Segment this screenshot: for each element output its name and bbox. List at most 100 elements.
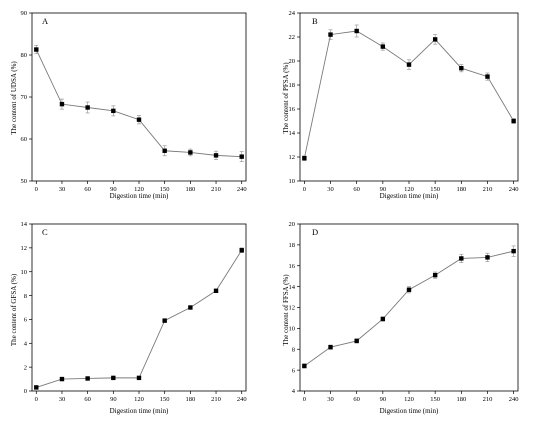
data-point	[111, 108, 116, 114]
plot-area: 50 60 70 80 90 0 30 60 90 120 150 180 210 240	[21, 10, 247, 193]
x-tick-label: 150	[430, 396, 440, 403]
data-point	[380, 44, 386, 49]
x-tick-label: 60	[84, 396, 91, 403]
series-line	[304, 250, 514, 367]
data-point	[459, 66, 464, 71]
data-point	[485, 74, 490, 79]
x-tick-label: 180	[456, 186, 466, 193]
x-tick-label: 60	[353, 186, 360, 193]
plot-frame	[299, 12, 519, 182]
x-tick-label: 240	[509, 396, 519, 403]
x-tick-label: 120	[404, 186, 414, 193]
data-point	[85, 376, 90, 381]
x-tick-label: 90	[110, 186, 117, 193]
data-point	[302, 156, 307, 161]
y-tick-label: 16	[289, 106, 296, 113]
x-tick-label: 150	[430, 186, 440, 193]
data-point	[34, 385, 39, 390]
x-tick-label: 0	[303, 396, 306, 403]
x-tick-label: 240	[509, 186, 519, 193]
y-tick-label: 12	[21, 245, 28, 252]
y-tick-label: 24	[289, 10, 296, 17]
x-tick-label: 210	[211, 396, 221, 403]
y-tick-label: 20	[289, 221, 296, 228]
x-tick-label: 90	[380, 186, 387, 193]
data-point	[485, 255, 490, 260]
data-point	[188, 305, 193, 310]
y-tick-label: 8	[292, 346, 295, 353]
y-tick-label: 70	[21, 94, 28, 101]
panel-letter: B	[312, 16, 318, 26]
x-tick-label: 0	[35, 396, 38, 403]
panel-b: B Digestion time (min) The content of PF…	[282, 10, 519, 200]
data-point	[136, 117, 142, 122]
data-point	[136, 375, 142, 381]
y-axis-title: The content of FFSA (%)	[282, 274, 290, 346]
x-tick-label: 30	[327, 396, 334, 403]
data-point	[239, 154, 244, 159]
x-tick-label: 180	[456, 396, 466, 403]
y-axis-title: The content of GFSA (%)	[10, 273, 18, 346]
y-tick-label: 50	[21, 178, 28, 185]
panel-letter: A	[42, 16, 49, 26]
data-point	[213, 153, 219, 158]
data-point	[354, 338, 359, 344]
y-tick-label: 4	[292, 388, 296, 395]
y-tick-label: 14	[21, 221, 28, 228]
y-tick-label: 12	[289, 305, 296, 312]
y-tick-label: 60	[21, 136, 28, 143]
plot-area: 4 6 8 10 12 14 16 18 20 0 30 60 90 120 150 180 210 240	[289, 221, 519, 403]
x-tick-label: 90	[110, 396, 117, 403]
data-point	[213, 288, 219, 293]
y-tick-label: 14	[289, 130, 296, 137]
y-tick-label: 22	[289, 34, 296, 41]
data-point	[406, 287, 412, 292]
y-tick-label: 6	[292, 367, 296, 374]
data-point	[380, 316, 386, 322]
series-line	[36, 249, 243, 388]
x-tick-label: 0	[35, 186, 38, 193]
y-tick-label: 10	[21, 269, 28, 276]
x-tick-label: 150	[160, 186, 170, 193]
data-point	[162, 148, 167, 153]
y-tick-label: 18	[289, 82, 296, 89]
data-point	[432, 37, 438, 42]
panel-letter: C	[42, 227, 48, 237]
x-axis-title: Digestion time (min)	[110, 192, 169, 200]
data-point	[328, 344, 333, 350]
y-tick-label: 6	[24, 317, 28, 324]
y-tick-label: 12	[289, 154, 296, 161]
x-tick-label: 60	[84, 186, 91, 193]
data-point	[354, 28, 359, 34]
x-tick-label: 210	[211, 186, 221, 193]
series-line	[303, 30, 515, 159]
data-point	[111, 375, 116, 381]
y-tick-label: 14	[289, 284, 296, 291]
data-point	[406, 62, 412, 67]
plot-frame	[31, 223, 247, 392]
series-line	[35, 49, 242, 158]
data-point	[239, 248, 244, 253]
data-point	[459, 256, 464, 261]
data-point	[302, 363, 307, 369]
y-tick-label: 90	[21, 10, 28, 17]
y-tick-label: 20	[289, 58, 296, 65]
data-point	[59, 101, 65, 107]
x-axis-title: Digestion time (min)	[380, 407, 439, 415]
y-tick-label: 2	[24, 364, 27, 371]
plot-area: 0 2 4 6 8 10 12 14 0 30 60 90 120 150 180 210 240	[21, 221, 247, 403]
x-tick-label: 120	[404, 396, 414, 403]
data-point	[85, 105, 90, 110]
x-tick-label: 180	[185, 186, 195, 193]
y-axis-title: The content of PFSA (%)	[282, 62, 290, 134]
x-tick-label: 90	[380, 396, 387, 403]
y-tick-label: 0	[24, 388, 27, 395]
y-tick-label: 10	[289, 178, 296, 185]
y-tick-label: 4	[24, 340, 28, 347]
x-tick-label: 0	[303, 186, 306, 193]
data-point	[59, 376, 65, 382]
x-tick-label: 120	[134, 396, 144, 403]
data-point	[34, 47, 39, 52]
panel-c: C Digestion time (min) The content of GF…	[10, 221, 247, 415]
